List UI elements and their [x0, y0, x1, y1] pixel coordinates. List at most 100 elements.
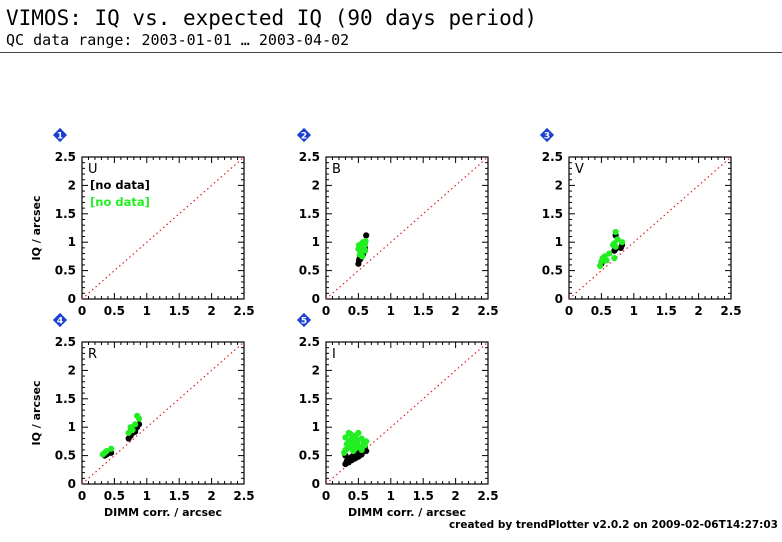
reference-line-y-equals-x — [81, 341, 245, 485]
header-divider — [0, 52, 782, 53]
data-point-green — [606, 250, 613, 257]
x-tick-label: 1 — [387, 304, 395, 318]
scatter-panel-1: 10 0.5 1 1.5 2 2.500.511.522.5IQ / arcsecU[no… — [30, 127, 255, 318]
x-tick-label: 2.5 — [720, 304, 741, 318]
panel-number-badge — [52, 312, 68, 328]
x-tick-label: 0.5 — [104, 304, 125, 318]
y-tick-label: 2 — [312, 363, 320, 377]
page-subtitle: QC data range: 2003-01-01 … 2003-04-02 — [6, 31, 350, 49]
y-tick-label: 1 — [68, 420, 76, 434]
y-tick-label: 1.5 — [299, 207, 320, 221]
x-tick-label: 0 — [322, 489, 330, 503]
data-point-green — [135, 415, 143, 422]
data-point-green — [358, 446, 365, 454]
y-tick-label: 1.5 — [542, 207, 563, 221]
x-tick-label: 0 — [78, 489, 86, 503]
y-tick-label: 0.5 — [299, 449, 320, 463]
reference-line-y-equals-x — [568, 156, 732, 300]
x-tick-label: 2 — [207, 304, 215, 318]
y-tick-label: 0.5 — [55, 264, 76, 278]
scatter-panel-2: 2 0 0.5 1 1.5 2 2.5 0 0.5 1 1.5 2 2.5 B — [296, 127, 499, 318]
y-axis-label: IQ / arcsec — [30, 195, 43, 260]
data-point-green — [361, 245, 368, 253]
scatter-panel-5: 5 0 0.5 1 1.5 2 2.5 0 0.5 1 1.5 2 2.5 DIMM corr. / ar… — [296, 312, 499, 519]
x-tick-label: 0 — [78, 304, 86, 318]
x-tick-label: 0.5 — [348, 304, 369, 318]
y-tick-label: 1 — [555, 235, 563, 249]
y-tick-label: 1 — [68, 235, 76, 249]
data-point-green — [619, 239, 626, 246]
panel-number-badge — [296, 312, 312, 328]
y-tick-label: 0 — [68, 477, 76, 491]
x-tick-label: 2.5 — [477, 489, 498, 503]
y-tick-label: 0.5 — [299, 264, 320, 278]
data-point-green — [350, 447, 357, 455]
y-axis-label: IQ / arcsec — [30, 380, 43, 445]
x-tick-label: 0 — [322, 304, 330, 318]
y-tick-label: 1.5 — [299, 392, 320, 406]
data-point-green — [353, 438, 360, 445]
data-point-green — [614, 236, 621, 243]
data-point-green — [342, 434, 349, 441]
data-point-green — [362, 237, 369, 245]
filter-label: I — [332, 347, 336, 362]
x-tick-label: 1.5 — [169, 304, 190, 318]
x-axis-label: DIMM corr. / arcsec — [348, 506, 466, 519]
data-point-green — [355, 429, 362, 436]
x-axis-label: DIMM corr. / arcsec — [104, 506, 222, 519]
x-tick-label: 1 — [387, 489, 395, 503]
y-tick-label: 2 — [555, 178, 563, 192]
data-point-green — [132, 421, 139, 428]
scatter-panel-3: 3 0 0.5 1 1.5 2 2.5 0 0.5 1 1.5 2 2.5 V — [539, 127, 742, 318]
x-tick-label: 2 — [451, 489, 459, 503]
panel-number-badge — [539, 127, 555, 143]
reference-line-y-equals-x — [325, 156, 489, 300]
y-tick-label: 0 — [68, 292, 76, 306]
data-point-black — [617, 244, 624, 251]
filter-label: R — [88, 347, 97, 362]
panel-number-label: 5 — [301, 317, 307, 327]
data-point-green — [347, 430, 354, 438]
y-tick-label: 2 — [68, 178, 76, 192]
y-tick-label: 0.5 — [542, 264, 563, 278]
x-tick-label: 2 — [451, 304, 459, 318]
x-tick-label: 2.5 — [477, 304, 498, 318]
x-tick-label: 1.5 — [413, 304, 434, 318]
panel-number-label: 2 — [301, 132, 307, 142]
plot-frame — [325, 341, 489, 485]
x-tick-label: 2 — [207, 489, 215, 503]
data-point-green — [612, 228, 619, 236]
filter-label: B — [332, 162, 341, 177]
y-tick-label: 2.5 — [55, 335, 76, 349]
y-tick-label: 1 — [312, 235, 320, 249]
data-point-green — [129, 426, 136, 434]
scatter-panel-4: 4 0 0.5 1 1.5 2 2.5 0 0.5 1 1.5 2 2.5 IQ / arcsec DIMM… — [30, 312, 255, 519]
panel-number-label: 1 — [57, 132, 63, 142]
y-tick-label: 1 — [312, 420, 320, 434]
filter-label: U — [88, 162, 98, 177]
plot-frame — [325, 156, 489, 300]
x-tick-label: 0.5 — [591, 304, 612, 318]
data-point-green — [344, 445, 351, 452]
x-tick-label: 1 — [143, 304, 151, 318]
y-tick-label: 1.5 — [55, 207, 76, 221]
x-tick-label: 0.5 — [348, 489, 369, 503]
x-tick-label: 1.5 — [169, 489, 190, 503]
data-point-green — [612, 243, 619, 250]
y-tick-label: 2.5 — [542, 150, 563, 164]
no-data-label-black: [no data] — [90, 178, 150, 192]
page-title: VIMOS: IQ vs. expected IQ (90 days perio… — [6, 6, 538, 30]
y-tick-label: 2.5 — [299, 335, 320, 349]
y-tick-label: 0 — [312, 292, 320, 306]
no-data-label-green: [no data] — [90, 195, 150, 209]
panel-number-badge — [296, 127, 312, 143]
data-point-green — [363, 438, 370, 445]
panel-number-label: 3 — [544, 132, 550, 142]
panel-number-label: 4 — [57, 317, 63, 327]
y-tick-label: 1.5 — [55, 392, 76, 406]
filter-label: V — [575, 162, 584, 177]
y-tick-label: 0 — [555, 292, 563, 306]
x-tick-label: 2 — [694, 304, 702, 318]
y-tick-label: 0 — [312, 477, 320, 491]
